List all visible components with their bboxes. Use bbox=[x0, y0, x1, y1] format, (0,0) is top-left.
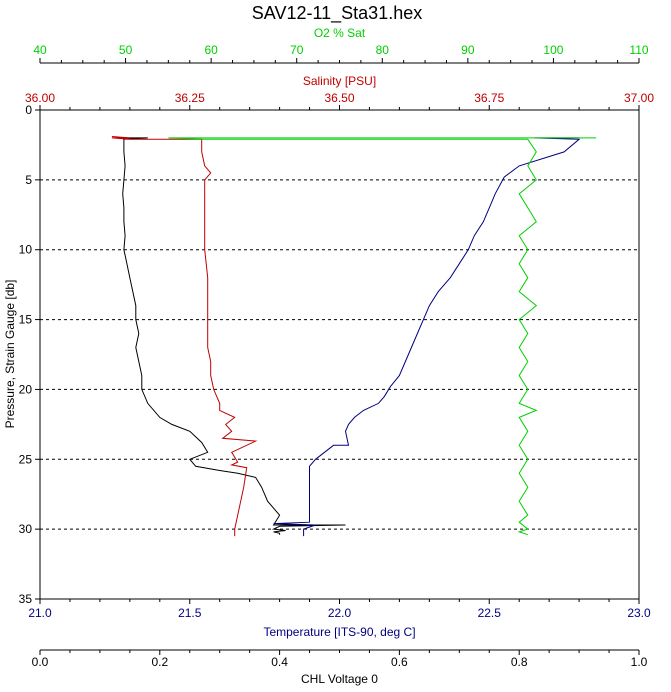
chart-title: SAV12-11_Sta31.hex bbox=[252, 3, 422, 24]
x-tick-label-sal: 36.25 bbox=[175, 91, 205, 105]
x-tick-label-o2: 100 bbox=[543, 43, 563, 57]
y-tick-label: 5 bbox=[25, 173, 32, 187]
y-tick-label: 20 bbox=[19, 382, 33, 396]
plot-frame bbox=[39, 109, 640, 600]
x-axis-title-sal: Salinity [PSU] bbox=[303, 74, 376, 88]
x-tick-label-chl: 0.0 bbox=[32, 655, 49, 669]
x-tick-label-sal: 37.00 bbox=[624, 91, 654, 105]
y-tick-label: 25 bbox=[19, 452, 33, 466]
x-tick-label-temp: 22.0 bbox=[328, 606, 352, 620]
y-tick-label: 0 bbox=[25, 103, 32, 117]
x-tick-label-temp: 22.5 bbox=[478, 606, 502, 620]
series-line-chl bbox=[117, 137, 346, 535]
x-tick-label-chl: 1.0 bbox=[631, 655, 648, 669]
x-tick-label-chl: 0.4 bbox=[271, 655, 288, 669]
x-tick-label-temp: 21.5 bbox=[178, 606, 202, 620]
gridlines bbox=[40, 179, 639, 530]
x-tick-label-o2: 70 bbox=[290, 43, 304, 57]
x-tick-label-sal: 36.50 bbox=[324, 91, 354, 105]
series-line-o2 bbox=[168, 137, 597, 536]
x-axis-title-o2: O2 % Sat bbox=[314, 26, 366, 40]
x-tick-label-temp: 23.0 bbox=[627, 606, 651, 620]
x-tick-label-o2: 50 bbox=[119, 43, 133, 57]
x-tick-label-o2: 110 bbox=[629, 43, 648, 57]
x-tick-label-o2: 40 bbox=[33, 43, 47, 57]
y-tick-label: 35 bbox=[19, 592, 33, 606]
x-tick-label-o2: 60 bbox=[204, 43, 218, 57]
x-tick-label-o2: 80 bbox=[376, 43, 390, 57]
x-tick-label-sal: 36.75 bbox=[474, 91, 504, 105]
series-line-sal bbox=[111, 136, 258, 537]
axes: 0 5 10 15 20 25 30 35 40 50 60 70 80 90 100 110 O2 % Sat… bbox=[19, 26, 655, 686]
y-tick-label: 10 bbox=[19, 243, 33, 257]
series-layer bbox=[111, 136, 597, 537]
x-axis-title-temp: Temperature [ITS-90, deg C] bbox=[263, 625, 415, 639]
y-tick-label: 30 bbox=[19, 522, 33, 536]
y-axis-label: Pressure, Strain Gauge [db] bbox=[3, 280, 17, 429]
x-tick-label-chl: 0.6 bbox=[391, 655, 408, 669]
x-axis-temp: 21.0 21.5 22.0 22.5 23.0 Temperature [ITS-90,… bbox=[28, 599, 651, 639]
x-tick-label-chl: 0.8 bbox=[511, 655, 528, 669]
y-tick-label: 15 bbox=[19, 313, 33, 327]
x-tick-label-temp: 21.0 bbox=[28, 606, 52, 620]
x-axis-chl: 0.0 0.2 0.4 0.6 0.8 1.0 CHL Voltage 0 bbox=[32, 649, 648, 686]
x-tick-label-chl: 0.2 bbox=[151, 655, 168, 669]
series-line-temp bbox=[273, 137, 581, 537]
x-axis-sal: 36.00 36.25 36.50 36.75 37.00 Salinity [PSU] bbox=[25, 74, 654, 110]
x-tick-label-o2: 90 bbox=[461, 43, 475, 57]
x-tick-label-sal: 36.00 bbox=[25, 91, 55, 105]
x-axis-title-chl: CHL Voltage 0 bbox=[301, 672, 378, 686]
x-axis-o2: 40 50 60 70 80 90 100 110 O2 % Sat bbox=[33, 26, 649, 64]
